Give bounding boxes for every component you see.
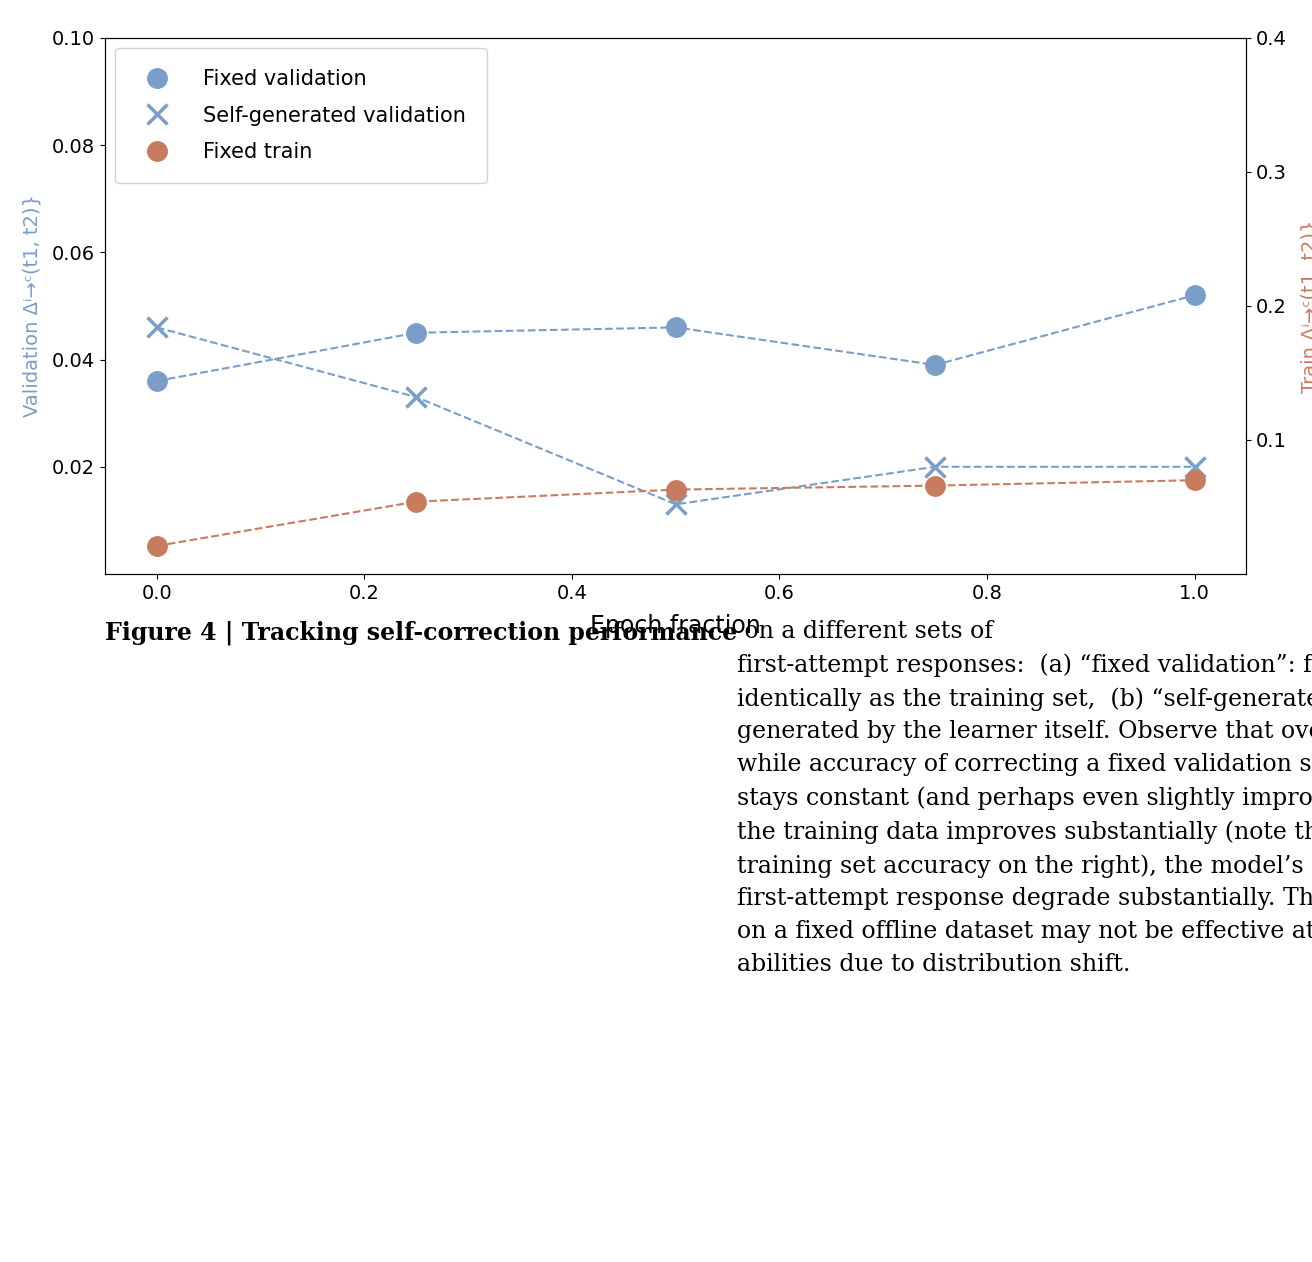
X-axis label: Epoch fraction: Epoch fraction xyxy=(590,613,761,637)
Y-axis label: Train Δⁱ→ᶜ(t1, t2)}: Train Δⁱ→ᶜ(t1, t2)} xyxy=(1302,220,1312,392)
Y-axis label: Validation Δⁱ→ᶜ(t1, t2)}: Validation Δⁱ→ᶜ(t1, t2)} xyxy=(22,194,41,418)
Legend: Fixed validation, Self-generated validation, Fixed train: Fixed validation, Self-generated validat… xyxy=(115,48,487,183)
Text: Figure 4 | Tracking self-correction performance: Figure 4 | Tracking self-correction perf… xyxy=(105,620,737,645)
Text: on a different sets of
first-attempt responses:  (a) “fixed validation”: first r: on a different sets of first-attempt res… xyxy=(737,620,1312,977)
